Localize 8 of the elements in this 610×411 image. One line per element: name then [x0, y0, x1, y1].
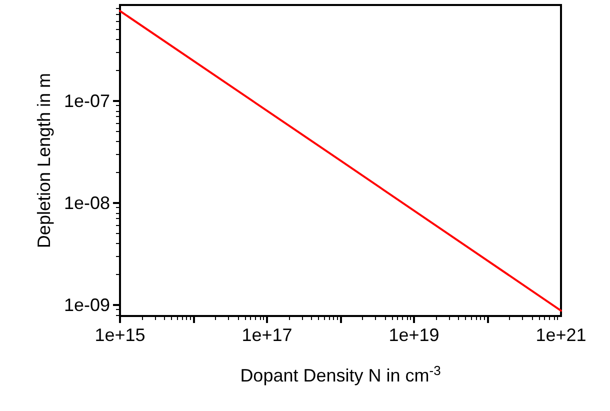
y-tick-label: 1e-09 [64, 294, 110, 315]
x-tick-label: 1e+19 [388, 325, 440, 345]
x-tick-label: 1e+15 [94, 325, 146, 345]
x-tick-label: 1e+17 [242, 325, 292, 345]
x-tick-label: 1e+21 [536, 325, 586, 345]
y-axis-title: Depletion Length in m [34, 72, 54, 248]
y-tick-label: 1e-08 [64, 192, 110, 213]
y-tick-label: 1e-07 [64, 90, 110, 111]
